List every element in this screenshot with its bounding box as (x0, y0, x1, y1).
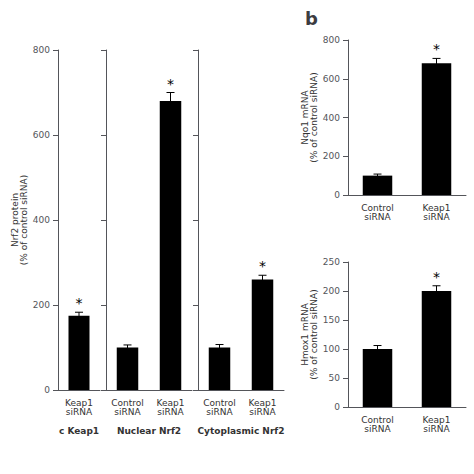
svg-text:Nuclear Nrf2: Nuclear Nrf2 (117, 426, 181, 436)
svg-text:Hmox1 mRNA: Hmox1 mRNA (299, 303, 310, 366)
svg-text:siRNA: siRNA (423, 424, 450, 434)
svg-text:Keap1: Keap1 (156, 397, 185, 408)
svg-text:*: * (167, 76, 174, 92)
svg-text:Nqo1 mRNA: Nqo1 mRNA (299, 90, 310, 145)
svg-text:50: 50 (329, 373, 341, 383)
svg-text:siRNA: siRNA (364, 212, 391, 222)
svg-text:siRNA: siRNA (114, 407, 141, 417)
svg-text:Keap1: Keap1 (422, 202, 451, 213)
svg-text:siRNA: siRNA (157, 407, 184, 417)
svg-text:(% of control siRNA): (% of control siRNA) (19, 175, 29, 265)
svg-text:Control: Control (361, 414, 394, 425)
svg-text:Control: Control (361, 202, 394, 213)
svg-text:200: 200 (323, 286, 340, 296)
svg-text:siRNA: siRNA (66, 407, 93, 417)
svg-text:Keap1: Keap1 (422, 414, 451, 425)
svg-text:c Keap1: c Keap1 (59, 426, 99, 436)
svg-text:400: 400 (323, 113, 340, 123)
svg-text:400: 400 (33, 215, 50, 225)
svg-text:800: 800 (33, 45, 50, 55)
svg-text:Nrf2 protein: Nrf2 protein (9, 192, 20, 248)
svg-text:*: * (433, 269, 440, 285)
svg-text:600: 600 (33, 130, 50, 140)
svg-text:Keap1: Keap1 (248, 397, 277, 408)
svg-text:siRNA: siRNA (423, 212, 450, 222)
svg-text:0: 0 (44, 385, 50, 395)
svg-text:100: 100 (323, 344, 340, 354)
svg-text:0: 0 (334, 402, 340, 412)
svg-text:Keap1: Keap1 (65, 397, 93, 408)
svg-text:800: 800 (323, 35, 340, 45)
svg-text:200: 200 (33, 300, 50, 310)
svg-text:200: 200 (323, 151, 340, 161)
svg-text:(% of control siRNA): (% of control siRNA) (309, 72, 319, 162)
svg-text:Control: Control (111, 397, 144, 408)
svg-text:Cytoplasmic Nrf2: Cytoplasmic Nrf2 (198, 426, 285, 436)
svg-text:(% of control siRNA): (% of control siRNA) (309, 289, 319, 379)
svg-text:*: * (76, 295, 83, 311)
svg-text:siRNA: siRNA (364, 424, 391, 434)
svg-text:*: * (259, 258, 266, 274)
svg-text:siRNA: siRNA (249, 407, 276, 417)
svg-text:Control: Control (203, 397, 236, 408)
svg-text:siRNA: siRNA (206, 407, 233, 417)
svg-text:b: b (305, 8, 318, 29)
svg-text:0: 0 (334, 190, 340, 200)
svg-text:600: 600 (323, 74, 340, 84)
svg-text:150: 150 (323, 315, 340, 325)
svg-text:*: * (433, 41, 440, 57)
svg-text:250: 250 (323, 257, 340, 267)
